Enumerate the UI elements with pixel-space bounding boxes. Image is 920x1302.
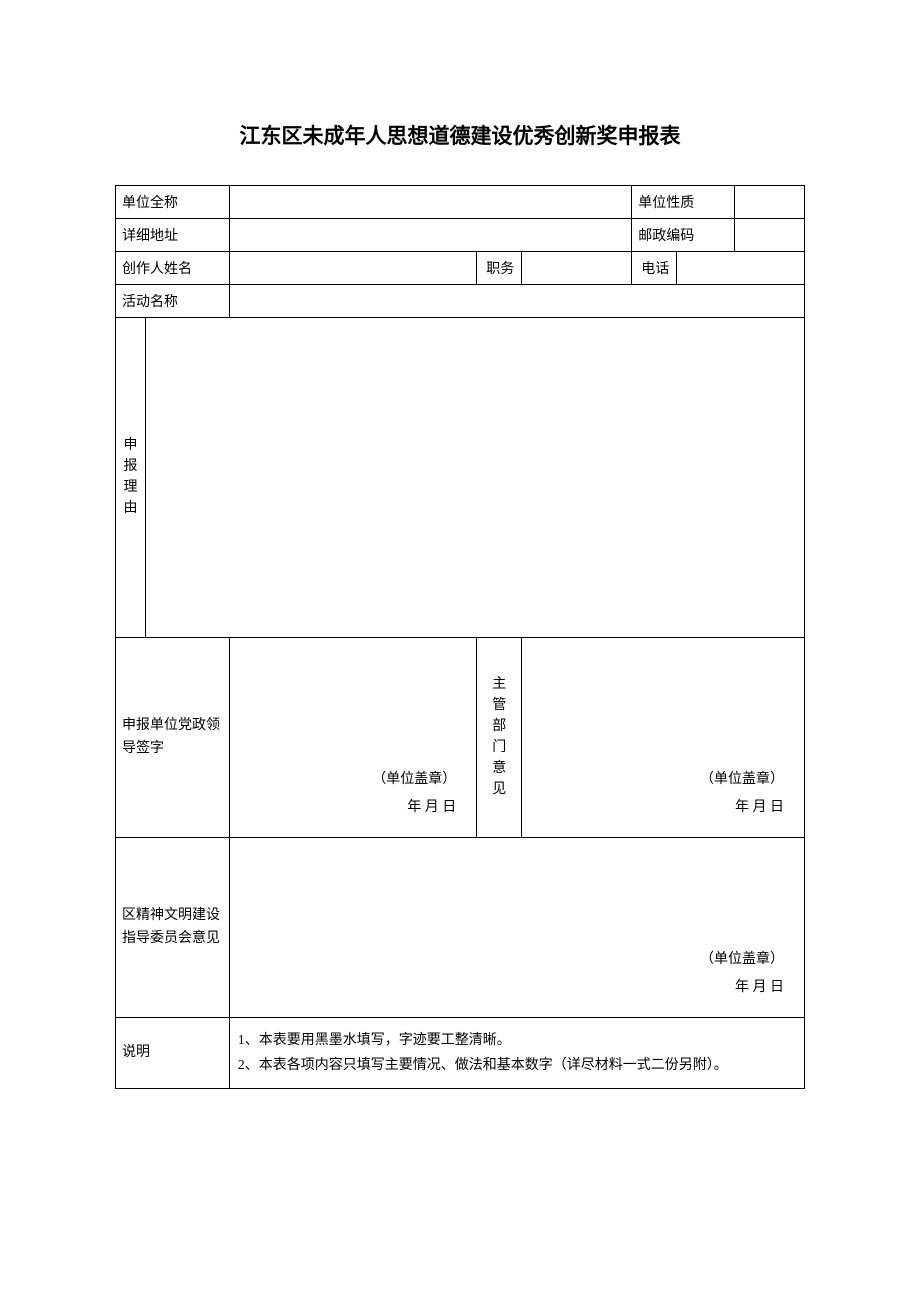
notes-line1: 1、本表要用黑墨水填写，字迹要工整清晰。 xyxy=(238,1033,511,1048)
label-reason: 申报理由 xyxy=(116,318,146,638)
date-text-3: 年 月 日 xyxy=(735,980,784,995)
label-unit-name: 单位全称 xyxy=(116,186,230,219)
seal-text-3: （单位盖章） xyxy=(700,952,784,967)
field-unit-type[interactable] xyxy=(735,186,805,219)
row-reason: 申报理由 xyxy=(116,318,805,638)
date-text-2: 年 月 日 xyxy=(735,800,784,815)
row-committee: 区精神文明建设指导委员会意见 （单位盖章） 年 月 日 xyxy=(116,838,805,1018)
row-signatures: 申报单位党政领导签字 （单位盖章） 年 月 日 主管部门意见 （单位盖章） 年 … xyxy=(116,638,805,838)
label-notes: 说明 xyxy=(116,1018,230,1089)
row-address: 详细地址 邮政编码 xyxy=(116,219,805,252)
label-activity: 活动名称 xyxy=(116,285,230,318)
label-unit-type: 单位性质 xyxy=(632,186,735,219)
label-address: 详细地址 xyxy=(116,219,230,252)
label-position: 职务 xyxy=(477,252,522,285)
seal-text-2: （单位盖章） xyxy=(700,772,784,787)
label-committee: 区精神文明建设指导委员会意见 xyxy=(116,838,230,1018)
field-dept-opinion[interactable]: （单位盖章） 年 月 日 xyxy=(522,638,805,838)
field-postal[interactable] xyxy=(735,219,805,252)
row-activity: 活动名称 xyxy=(116,285,805,318)
field-unit-name[interactable] xyxy=(229,186,632,219)
field-activity[interactable] xyxy=(229,285,804,318)
field-reason[interactable] xyxy=(146,318,805,638)
field-notes: 1、本表要用黑墨水填写，字迹要工整清晰。 2、本表各项内容只填写主要情况、做法和… xyxy=(229,1018,804,1089)
label-creator: 创作人姓名 xyxy=(116,252,230,285)
field-committee[interactable]: （单位盖章） 年 月 日 xyxy=(229,838,804,1018)
field-position[interactable] xyxy=(522,252,632,285)
row-creator: 创作人姓名 职务 电话 xyxy=(116,252,805,285)
field-address[interactable] xyxy=(229,219,632,252)
notes-line2: 2、本表各项内容只填写主要情况、做法和基本数字（详尽材料一式二份另附）。 xyxy=(238,1058,728,1073)
row-unit-name: 单位全称 单位性质 xyxy=(116,186,805,219)
label-postal: 邮政编码 xyxy=(632,219,735,252)
label-phone: 电话 xyxy=(632,252,677,285)
application-form-table: 单位全称 单位性质 详细地址 邮政编码 创作人姓名 职务 电话 活动名称 申报理… xyxy=(115,185,805,1089)
seal-text-1: （单位盖章） xyxy=(372,772,456,787)
label-leader-sign: 申报单位党政领导签字 xyxy=(116,638,230,838)
field-leader-sign[interactable]: （单位盖章） 年 月 日 xyxy=(229,638,477,838)
page-title: 江东区未成年人思想道德建设优秀创新奖申报表 xyxy=(115,120,805,150)
date-text-1: 年 月 日 xyxy=(407,800,456,815)
field-phone[interactable] xyxy=(677,252,805,285)
label-dept-opinion: 主管部门意见 xyxy=(477,638,522,838)
field-creator[interactable] xyxy=(229,252,477,285)
row-notes: 说明 1、本表要用黑墨水填写，字迹要工整清晰。 2、本表各项内容只填写主要情况、… xyxy=(116,1018,805,1089)
